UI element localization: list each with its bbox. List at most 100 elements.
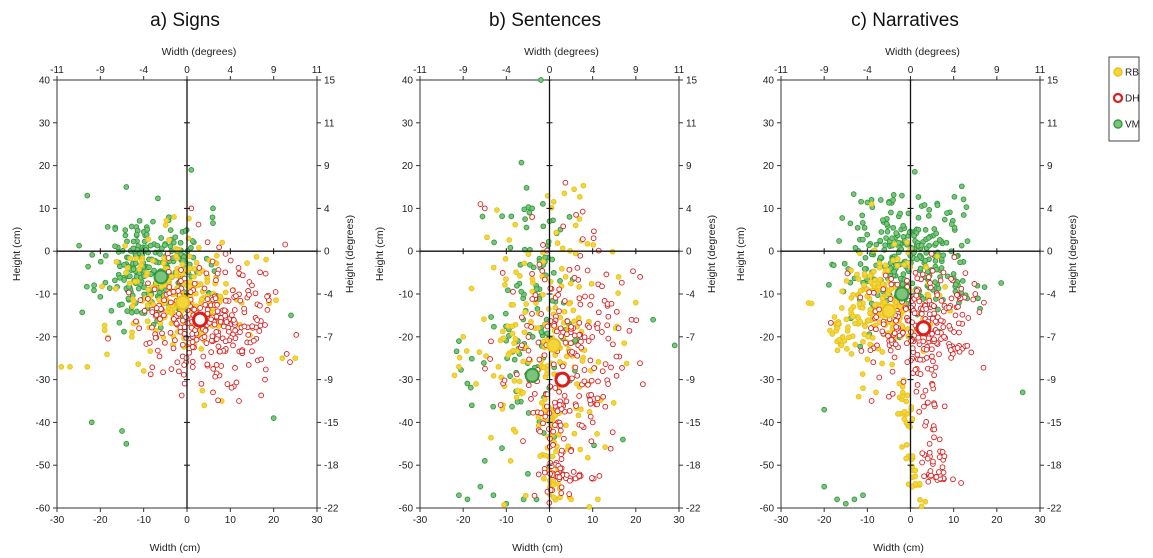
point-dh — [540, 420, 546, 427]
point-dh — [926, 440, 933, 447]
point-rb — [857, 288, 864, 294]
point-dh — [189, 364, 196, 370]
y-deg-tick-label: 9 — [686, 161, 692, 172]
point-dh — [212, 295, 219, 302]
point-dh — [540, 242, 546, 248]
point-vm — [507, 373, 513, 379]
point-vm — [523, 184, 530, 191]
point-rb — [885, 267, 891, 274]
point-dh — [579, 208, 586, 215]
point-rb — [507, 458, 514, 464]
point-rb — [576, 194, 583, 200]
point-vm — [157, 251, 163, 257]
point-dh — [159, 330, 165, 337]
point-rb — [147, 348, 154, 354]
point-dh — [962, 270, 969, 276]
point-dh — [934, 329, 941, 336]
point-vm — [959, 278, 966, 284]
point-dh — [888, 281, 895, 288]
point-vm — [932, 279, 938, 285]
point-vm — [821, 483, 828, 490]
point-rb — [904, 239, 910, 246]
point-vm — [852, 244, 859, 251]
point-vm — [102, 252, 109, 259]
point-dh — [222, 269, 229, 276]
point-dh — [181, 275, 188, 282]
point-dh — [562, 179, 569, 186]
point-dh — [926, 449, 933, 456]
point-dh — [874, 342, 880, 349]
point-rb — [575, 315, 582, 321]
point-dh — [557, 427, 564, 434]
point-dh — [215, 397, 221, 404]
point-dh — [568, 323, 574, 330]
point-dh — [929, 267, 936, 274]
point-vm — [530, 264, 537, 271]
point-dh — [940, 469, 947, 476]
point-dh — [172, 337, 178, 344]
point-dh — [867, 347, 874, 354]
point-dh — [581, 367, 588, 373]
point-rb — [186, 253, 193, 260]
x-tick-label: 10 — [948, 515, 960, 526]
point-dh — [564, 318, 571, 325]
point-rb — [848, 307, 854, 313]
point-rb — [903, 455, 909, 462]
point-rb — [540, 364, 547, 371]
point-rb — [132, 278, 138, 285]
y-deg-tick-label: -15 — [324, 418, 339, 429]
point-vm — [854, 224, 861, 231]
point-dh — [941, 453, 948, 460]
point-vm — [108, 307, 115, 314]
point-rb — [835, 320, 842, 327]
point-rb — [912, 467, 919, 474]
point-dh — [499, 270, 506, 276]
point-rb — [484, 234, 490, 241]
point-rb — [549, 453, 556, 460]
x-tick-label: 20 — [991, 515, 1003, 526]
y-deg-tick-label: 4 — [324, 204, 330, 215]
point-vm — [143, 231, 150, 238]
point-rb — [861, 282, 867, 289]
point-vm — [1019, 389, 1026, 396]
point-dh — [201, 285, 208, 292]
point-dh — [551, 322, 558, 329]
point-dh — [181, 362, 187, 368]
point-vm — [464, 496, 471, 503]
point-rb — [872, 302, 878, 308]
point-dh — [914, 275, 921, 282]
point-vm — [557, 278, 563, 284]
point-dh — [941, 333, 947, 340]
point-dh — [520, 438, 526, 444]
point-rb — [871, 268, 877, 275]
point-dh — [929, 330, 935, 337]
point-vm — [890, 224, 897, 231]
point-rb — [882, 262, 889, 269]
point-rb — [917, 497, 923, 503]
point-rb — [595, 359, 602, 365]
point-rb — [571, 318, 577, 324]
point-vm — [858, 198, 864, 205]
point-dh — [213, 329, 220, 335]
point-dh — [136, 325, 142, 332]
point-dh — [925, 274, 932, 280]
point-dh — [574, 372, 581, 379]
point-dh — [607, 445, 614, 452]
point-dh — [891, 330, 898, 337]
point-vm — [958, 183, 965, 190]
point-vm — [878, 229, 885, 235]
point-dh — [581, 378, 588, 385]
point-dh — [558, 490, 565, 496]
point-rb — [520, 358, 527, 365]
point-dh — [538, 311, 545, 317]
point-dh — [578, 344, 585, 351]
point-dh — [550, 428, 557, 435]
point-dh — [167, 299, 174, 306]
point-vm — [129, 309, 135, 316]
x-tick-label: 10 — [225, 515, 237, 526]
point-rb — [568, 496, 574, 503]
point-dh — [903, 306, 909, 312]
point-dh — [254, 317, 260, 323]
point-dh — [178, 392, 185, 399]
